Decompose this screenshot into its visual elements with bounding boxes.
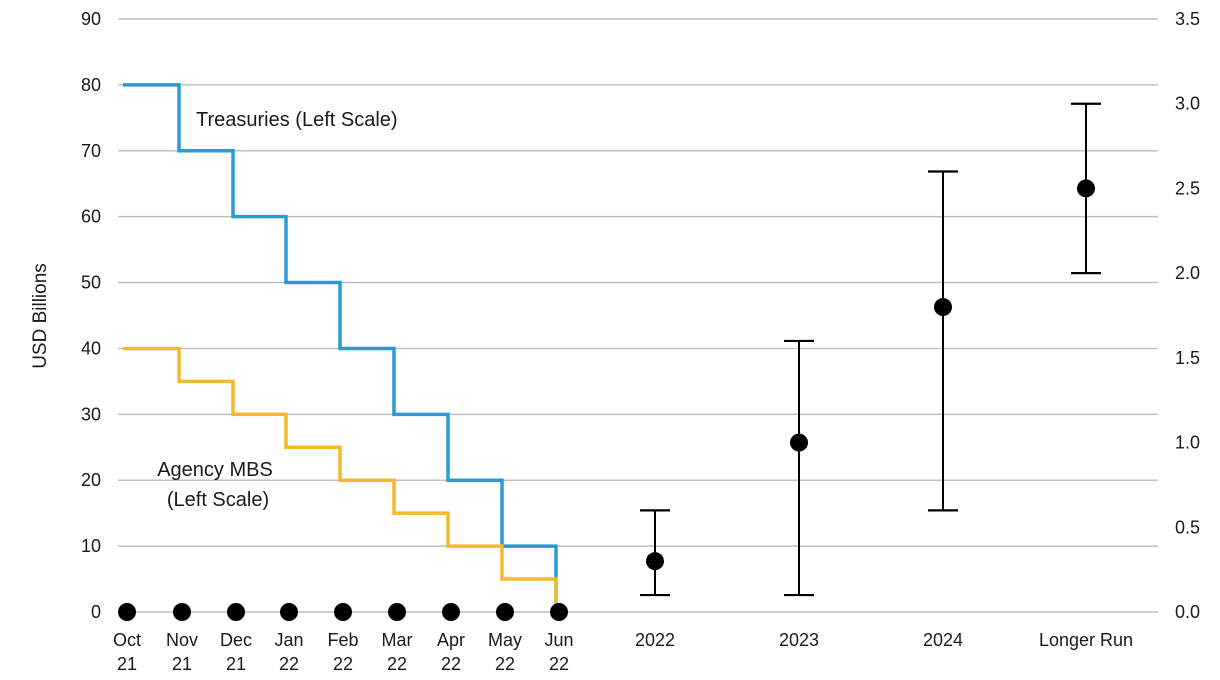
left-tick-label: 30 [81, 404, 101, 424]
month-label: Mar [382, 630, 413, 650]
month-point [388, 603, 406, 621]
month-year-label: 22 [279, 654, 299, 674]
month-point [442, 603, 460, 621]
left-tick-label: 80 [81, 75, 101, 95]
projection-median-point [646, 552, 664, 571]
agency-mbs-step-line [123, 346, 558, 612]
month-year-label: 21 [117, 654, 137, 674]
month-label: Oct [113, 630, 141, 650]
month-point [118, 603, 136, 621]
month-year-label: 22 [441, 654, 461, 674]
x-axis-ticks: 2022 2023 2024 Longer Run Oct 21 Nov 21 Dec 21 Jan… [113, 630, 1133, 674]
projection-category-label: 2024 [923, 630, 963, 650]
right-tick-label: 2.5 [1175, 178, 1200, 198]
month-year-label: 22 [387, 654, 407, 674]
right-tick-label: 2.0 [1175, 263, 1200, 283]
agency-mbs-series-label: Agency MBS [157, 459, 273, 481]
projection-median-point [790, 433, 808, 452]
y-axis-title-left: USD Billions [30, 263, 51, 369]
left-tick-label: 60 [81, 207, 101, 227]
month-year-label: 22 [495, 654, 515, 674]
projection-category-label: 2022 [635, 630, 675, 650]
month-label: May [488, 630, 522, 650]
month-label: Jan [274, 630, 303, 650]
series-lines [123, 83, 558, 612]
month-point [496, 603, 514, 621]
left-axis-ticks: 0 10 20 30 40 50 60 70 80 90 [81, 9, 101, 622]
month-label: Nov [166, 630, 198, 650]
month-label: Jun [544, 630, 573, 650]
data-points [118, 102, 1101, 621]
right-tick-label: 0.0 [1175, 602, 1200, 622]
month-year-label: 22 [333, 654, 353, 674]
agency-mbs-series-label-scale: (Left Scale) [167, 489, 269, 511]
left-tick-label: 20 [81, 470, 101, 490]
left-tick-label: 10 [81, 536, 101, 556]
month-label: Feb [327, 630, 358, 650]
right-tick-label: 1.5 [1175, 348, 1200, 368]
left-tick-label: 0 [91, 602, 101, 622]
right-tick-label: 1.0 [1175, 433, 1200, 453]
month-point [173, 603, 191, 621]
month-label: Apr [437, 630, 465, 650]
month-year-label: 22 [549, 654, 569, 674]
right-axis-ticks: 0.0 0.5 1.0 1.5 2.0 2.5 3.0 3.5 [1175, 9, 1200, 622]
treasuries-series-label: Treasuries (Left Scale) [196, 109, 398, 131]
left-tick-label: 50 [81, 273, 101, 293]
left-tick-label: 70 [81, 141, 101, 161]
month-label: Dec [220, 630, 252, 650]
treasuries-step-line [123, 83, 558, 612]
gridlines [118, 18, 1158, 613]
right-tick-label: 3.0 [1175, 94, 1200, 114]
projection-median-point [934, 298, 952, 317]
left-tick-label: 40 [81, 338, 101, 358]
left-tick-label: 90 [81, 9, 101, 29]
month-point [280, 603, 298, 621]
month-point [227, 603, 245, 621]
right-tick-label: 0.5 [1175, 517, 1200, 537]
month-year-label: 21 [226, 654, 246, 674]
right-tick-label: 3.5 [1175, 9, 1200, 29]
projection-category-label: 2023 [779, 630, 819, 650]
projection-category-label: Longer Run [1039, 630, 1133, 650]
projection-median-point [1077, 179, 1095, 198]
month-point [550, 603, 568, 621]
month-year-label: 21 [172, 654, 192, 674]
month-point [334, 603, 352, 621]
